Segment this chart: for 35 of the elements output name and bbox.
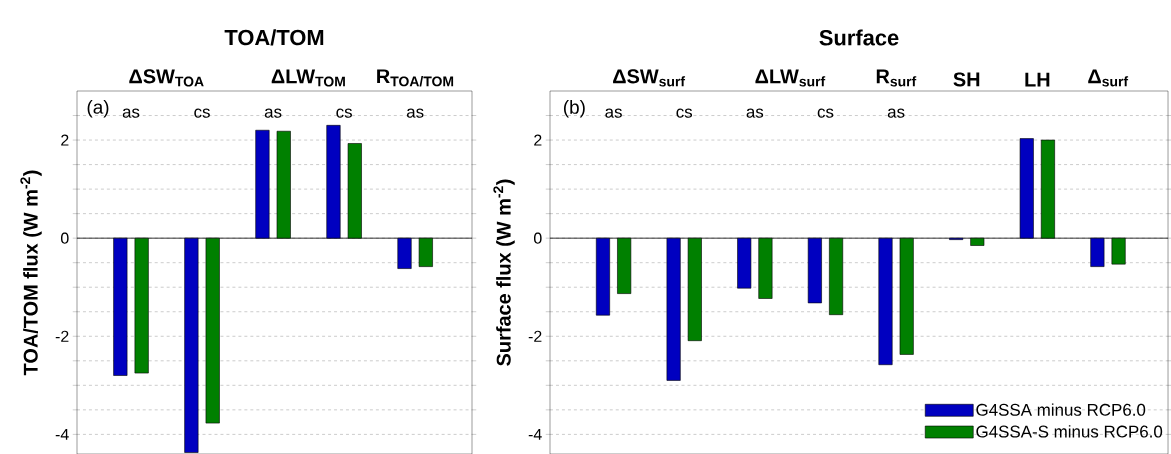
- text: SH: [953, 72, 980, 87]
- y-axis-title: Surface flux (W m$^{-2}$): [493, 179, 515, 366]
- text: ΔLW$_{surf}$: [755, 69, 826, 87]
- text: ΔSW$_{TOA}$: [129, 69, 204, 87]
- y-tick-label: -2: [528, 330, 542, 342]
- x-tick-label: as: [605, 108, 622, 118]
- text: R$_{surf}$: [876, 69, 917, 87]
- legend-label: G4SSA minus RCP6.0: [976, 403, 1146, 416]
- x-tick-label: as: [264, 108, 282, 118]
- y-tick-label: -4: [528, 428, 542, 440]
- chart-title: TOA/TOM: [224, 29, 324, 46]
- x-tick-label: as: [746, 108, 764, 118]
- x-tick-label: cs: [817, 108, 834, 118]
- y-tick-label: 2: [61, 134, 69, 146]
- text: Δ$_{surf}$: [1088, 69, 1129, 87]
- x-tick-label: cs: [676, 108, 693, 118]
- x-tick-label: as: [406, 108, 424, 118]
- y-tick-label: 2: [534, 134, 542, 146]
- annotation: (a): [87, 99, 109, 118]
- x-tick-label: cs: [194, 108, 210, 118]
- y-tick-label: -4: [55, 428, 69, 440]
- legend-label: G4SSA-S minus RCP6.0: [976, 425, 1163, 438]
- x-tick-label: as: [122, 108, 140, 118]
- y-tick-label: -2: [55, 330, 69, 342]
- text: LH: [1025, 72, 1050, 87]
- annotation: (b): [563, 99, 585, 118]
- text: R$_{TOA/TOM}$: [377, 69, 454, 87]
- text: ΔSW$_{surf}$: [613, 69, 686, 87]
- y-tick-label: 0: [533, 232, 542, 244]
- x-tick-label: as: [887, 108, 905, 118]
- chart-title: Surface: [819, 29, 899, 46]
- y-tick-label: 0: [60, 232, 69, 244]
- text: ΔLW$_{TOM}$: [271, 69, 345, 87]
- x-tick-label: cs: [336, 108, 352, 118]
- y-axis-title: TOA/TOM flux (W m$^{-2}$): [20, 170, 42, 376]
